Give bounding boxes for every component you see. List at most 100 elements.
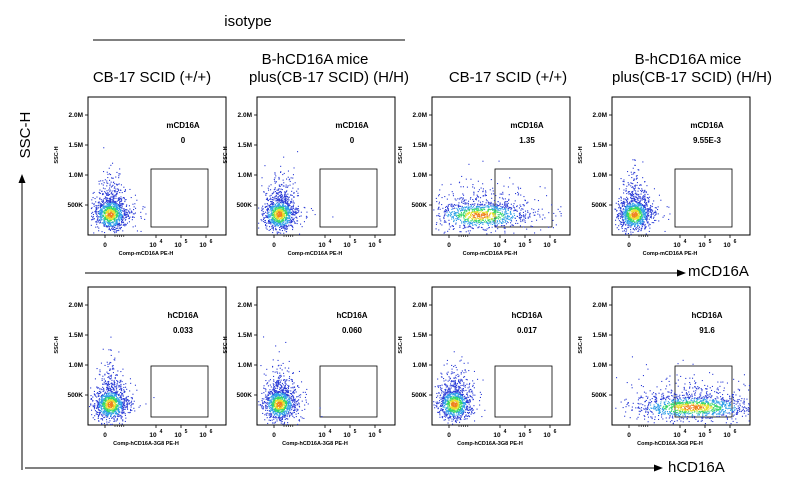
event-dot (133, 206, 135, 208)
event-dot (654, 210, 656, 212)
event-dot (630, 210, 632, 212)
event-dot (513, 232, 515, 234)
event-dot (109, 208, 111, 210)
event-dot (478, 220, 480, 222)
event-dot (105, 214, 107, 216)
event-dot (119, 382, 121, 384)
event-dot (114, 357, 116, 359)
event-dot (105, 407, 107, 409)
event-dot (109, 392, 111, 394)
event-dot (98, 201, 100, 203)
event-dot (623, 198, 625, 200)
event-dot (279, 201, 281, 203)
event-dot (269, 216, 271, 218)
event-dot (625, 211, 627, 213)
event-dot (464, 221, 466, 223)
event-dot (486, 215, 488, 217)
event-dot (651, 209, 653, 211)
event-dot (269, 216, 271, 218)
event-dot (271, 212, 273, 214)
event-dot (107, 416, 109, 418)
event-dot (451, 191, 453, 193)
event-dot (635, 221, 637, 223)
event-dot (100, 410, 102, 412)
event-dot (448, 194, 450, 196)
event-dot (278, 199, 280, 201)
event-dot (631, 210, 633, 212)
event-dot (444, 196, 446, 198)
event-dot (283, 216, 285, 218)
event-dot (622, 211, 624, 213)
event-dot (632, 202, 634, 204)
event-dot (472, 186, 474, 188)
event-dot (623, 192, 625, 194)
event-dots (433, 160, 562, 235)
event-dot (127, 408, 129, 410)
event-dot (293, 167, 295, 169)
event-dot (107, 192, 109, 194)
event-dot (113, 198, 115, 200)
event-dot (494, 212, 496, 214)
event-dot (102, 390, 104, 392)
event-dot (624, 221, 626, 223)
y-tick-label: 1.5M (69, 142, 83, 149)
event-dot (288, 203, 290, 205)
event-dot (461, 197, 463, 199)
event-dot (484, 195, 486, 197)
event-dot (483, 208, 485, 210)
event-dot (458, 214, 460, 216)
event-dot (104, 196, 106, 198)
event-dot (495, 205, 497, 207)
event-dot (120, 403, 122, 405)
x-tick-exponent: 5 (185, 429, 188, 435)
event-dot (473, 191, 475, 193)
event-dot (119, 173, 121, 175)
event-dot (274, 191, 276, 193)
event-dot (476, 213, 478, 215)
event-dot (126, 222, 128, 224)
event-dot (648, 218, 650, 220)
event-dot (281, 217, 283, 219)
event-dot (103, 212, 105, 214)
event-dot (96, 214, 98, 216)
event-dot (638, 219, 640, 221)
event-dot (635, 208, 637, 210)
event-dot (285, 202, 287, 204)
event-dot (632, 222, 634, 224)
event-dot (494, 209, 496, 211)
event-dot (521, 215, 523, 217)
event-dot (110, 225, 112, 227)
event-dot (460, 186, 462, 188)
event-dot (479, 204, 481, 206)
event-dot (101, 212, 103, 214)
event-dot (523, 205, 525, 207)
event-dot (630, 231, 632, 233)
event-dot (472, 216, 474, 218)
event-dot (512, 225, 514, 227)
event-dot (272, 217, 274, 219)
event-dot (273, 189, 275, 191)
event-dot (637, 206, 639, 208)
event-dot (110, 409, 112, 411)
event-dot (110, 222, 112, 224)
event-dot (620, 214, 622, 216)
event-dot (129, 208, 131, 210)
event-dot (263, 191, 265, 193)
event-dot (490, 204, 492, 206)
event-dot (482, 211, 484, 213)
event-dot (461, 198, 463, 200)
event-dot (124, 189, 126, 191)
event-dot (112, 211, 114, 213)
x-tick-label: 10 (149, 242, 157, 249)
event-dot (103, 225, 105, 227)
event-dot (280, 213, 282, 215)
event-dot (634, 206, 636, 208)
event-dot (471, 203, 473, 205)
event-dot (291, 206, 293, 208)
event-dot (117, 398, 119, 400)
event-dot (506, 221, 508, 223)
event-dot (107, 215, 109, 217)
event-dot (114, 190, 116, 192)
event-dot (114, 228, 116, 230)
event-dot (552, 227, 554, 229)
